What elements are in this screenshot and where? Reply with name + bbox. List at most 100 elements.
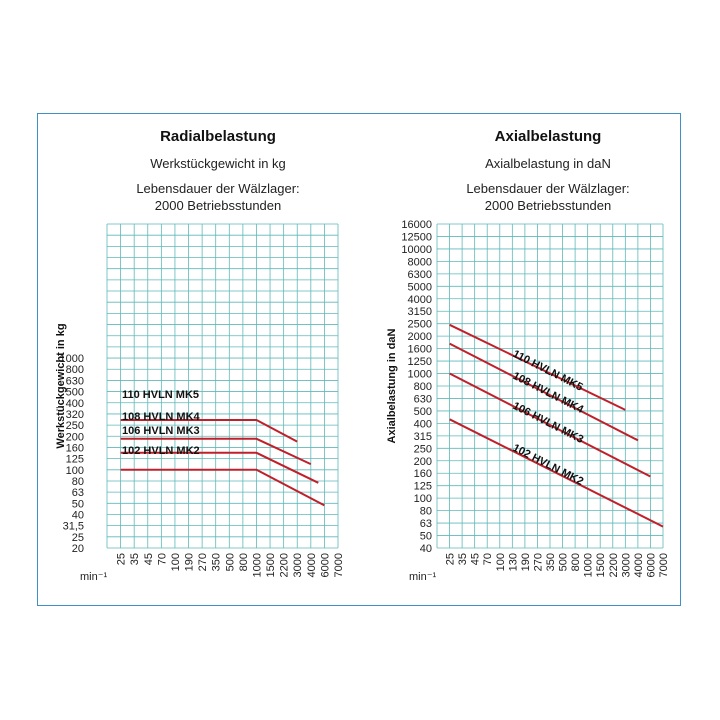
series-label: 102 HVLN MK2 (511, 442, 586, 488)
y-axis-label: Axialbelastung in daN (386, 328, 398, 443)
x-axis-label: min⁻¹ (80, 571, 108, 583)
y-tick-label: 40 (72, 509, 84, 521)
y-tick-label: 320 (66, 409, 84, 421)
chart-note-radial-2: 2000 Betriebsstunden (154, 198, 282, 213)
x-tick-label: 3000 (292, 553, 304, 577)
x-tick-label: 500 (558, 553, 570, 571)
series-label: 108 HVLN MK4 (122, 411, 201, 423)
y-tick-label: 800 (66, 364, 84, 376)
x-tick-label: 800 (238, 553, 250, 571)
chart-1: 4050638010012516020025031540050063080010… (386, 219, 670, 583)
y-tick-label: 1000 (60, 353, 84, 365)
y-tick-label: 5000 (408, 281, 432, 293)
series-line (449, 418, 664, 528)
series-line (449, 342, 639, 442)
chart-note-radial-1: Lebensdauer der Wälzlager: (136, 181, 300, 196)
x-tick-label: 800 (570, 553, 582, 571)
y-tick-label: 125 (66, 454, 84, 466)
y-tick-label: 250 (66, 420, 84, 432)
y-tick-label: 40 (420, 543, 432, 555)
chart-note-axial-1: Lebensdauer der Wälzlager: (466, 181, 630, 196)
y-tick-label: 1000 (408, 369, 432, 381)
x-tick-label: 1000 (583, 553, 595, 577)
series-line (120, 468, 325, 507)
x-tick-label: 500 (224, 553, 236, 571)
y-tick-label: 250 (414, 443, 432, 455)
y-tick-label: 100 (414, 493, 432, 505)
y-tick-label: 500 (414, 406, 432, 418)
y-tick-label: 160 (414, 468, 432, 480)
x-tick-label: 70 (156, 553, 168, 565)
x-tick-label: 3000 (620, 553, 632, 577)
y-tick-label: 50 (72, 498, 84, 510)
x-tick-label: 6000 (319, 553, 331, 577)
x-tick-label: 270 (197, 553, 209, 571)
x-tick-label: 45 (143, 553, 155, 565)
chart-0: 202531,540506380100125160200250320400500… (55, 223, 345, 583)
x-tick-label: 35 (129, 553, 141, 565)
x-tick-label: 130 (507, 553, 519, 571)
x-tick-label: 190 (520, 553, 532, 571)
y-tick-label: 3150 (408, 306, 432, 318)
x-tick-label: 4000 (306, 553, 318, 577)
y-tick-label: 8000 (408, 256, 432, 268)
chart-subtitle-radial: Werkstückgewicht in kg (150, 156, 286, 171)
y-tick-label: 630 (66, 375, 84, 387)
y-tick-label: 500 (66, 387, 84, 399)
y-tick-label: 1250 (408, 356, 432, 368)
series-line (449, 372, 651, 478)
x-tick-label: 270 (532, 553, 544, 571)
chart-subtitle-axial: Axialbelastung in daN (485, 156, 611, 171)
x-tick-label: 7000 (333, 553, 345, 577)
y-tick-label: 20 (72, 543, 84, 555)
series-label: 106 HVLN MK3 (122, 425, 200, 437)
series-line (449, 323, 626, 411)
y-tick-label: 80 (72, 476, 84, 488)
y-tick-label: 16000 (401, 219, 432, 231)
y-tick-label: 800 (414, 381, 432, 393)
y-tick-label: 1600 (408, 344, 432, 356)
y-tick-label: 12500 (401, 231, 432, 243)
y-tick-label: 6300 (408, 269, 432, 281)
series-label: 110 HVLN MK5 (122, 389, 199, 401)
x-axis-label: min⁻¹ (409, 571, 437, 583)
x-tick-label: 100 (495, 553, 507, 571)
x-tick-label: 45 (470, 553, 482, 565)
series-label: 102 HVLN MK2 (122, 445, 200, 457)
y-tick-label: 200 (66, 431, 84, 443)
x-tick-label: 2200 (279, 553, 291, 577)
x-tick-label: 25 (116, 553, 128, 565)
x-tick-label: 7000 (658, 553, 670, 577)
chart-title-radial: Radialbelastung (160, 128, 276, 145)
y-tick-label: 2000 (408, 331, 432, 343)
x-tick-label: 4000 (633, 553, 645, 577)
series-line (120, 437, 312, 466)
x-tick-label: 70 (482, 553, 494, 565)
y-tick-label: 31,5 (63, 521, 84, 533)
x-tick-label: 350 (211, 553, 223, 571)
x-tick-label: 1500 (595, 553, 607, 577)
y-tick-label: 25 (72, 532, 84, 544)
y-tick-label: 63 (420, 518, 432, 530)
chart-title-axial: Axialbelastung (494, 128, 602, 145)
x-tick-label: 1000 (251, 553, 263, 577)
x-tick-label: 100 (170, 553, 182, 571)
y-tick-label: 160 (66, 442, 84, 454)
y-axis-label: Werkstückgewicht in kg (55, 323, 67, 448)
y-tick-label: 630 (414, 393, 432, 405)
y-tick-label: 2500 (408, 319, 432, 331)
y-tick-label: 80 (420, 506, 432, 518)
x-tick-label: 350 (545, 553, 557, 571)
y-tick-label: 125 (414, 481, 432, 493)
x-tick-label: 6000 (645, 553, 657, 577)
x-tick-label: 25 (445, 553, 457, 565)
series-line (120, 419, 298, 443)
y-tick-label: 100 (66, 465, 84, 477)
y-tick-label: 4000 (408, 294, 432, 306)
y-tick-label: 400 (66, 398, 84, 410)
y-tick-label: 200 (414, 456, 432, 468)
y-tick-label: 50 (420, 531, 432, 543)
y-tick-label: 315 (414, 431, 432, 443)
x-tick-label: 1500 (265, 553, 277, 577)
